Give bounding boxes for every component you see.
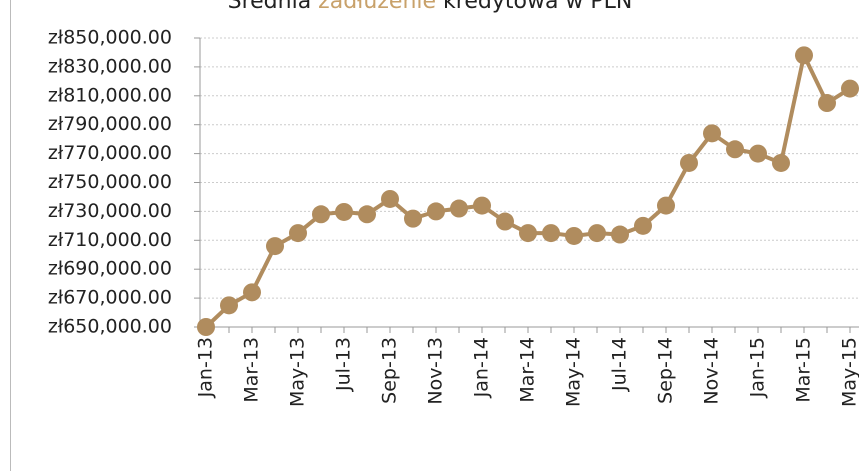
point <box>634 216 652 235</box>
y-tick-label: zł750,000.00 <box>48 171 172 193</box>
point <box>220 296 238 315</box>
x-tick-label: Mar-15 <box>793 337 815 403</box>
point <box>197 318 215 336</box>
x-tick-label: May-15 <box>839 337 859 407</box>
point <box>519 224 537 243</box>
point <box>680 153 698 172</box>
point <box>335 202 353 221</box>
point <box>450 199 468 218</box>
y-tick-label: zł710,000.00 <box>48 229 172 251</box>
chart-title: Średnia zadłużenie kredytowa w PLN <box>228 0 633 14</box>
point <box>404 209 422 228</box>
x-tick-label: May-14 <box>563 337 585 407</box>
point <box>703 124 721 143</box>
y-tick-label: zł670,000.00 <box>48 287 172 309</box>
y-tick-label: zł770,000.00 <box>48 142 172 164</box>
x-tick-label: Jul-14 <box>609 337 631 392</box>
point <box>726 140 744 159</box>
point <box>312 205 330 224</box>
point <box>381 189 399 208</box>
point <box>427 202 445 221</box>
x-tick-label: Mar-13 <box>241 337 263 403</box>
point <box>818 94 836 113</box>
x-tick-label: Jul-13 <box>333 337 355 392</box>
point <box>588 224 606 243</box>
x-tick-label: Sep-13 <box>379 337 401 404</box>
point <box>772 153 790 172</box>
point <box>749 144 767 163</box>
x-tick-label: Jan-15 <box>747 337 769 398</box>
point <box>565 226 583 245</box>
x-tick-label: Nov-14 <box>701 337 723 405</box>
title-part: kredytowa w PLN <box>436 0 632 14</box>
y-tick-label: zł690,000.00 <box>48 258 172 280</box>
point <box>542 224 560 243</box>
x-tick-label: Mar-14 <box>517 337 539 403</box>
point <box>611 225 629 244</box>
y-tick-label: zł830,000.00 <box>48 55 172 77</box>
point <box>266 237 284 256</box>
title-part: zadłużenie <box>318 0 436 14</box>
point <box>841 79 859 98</box>
y-tick-label: zł790,000.00 <box>48 113 172 135</box>
x-tick-label: Jan-14 <box>471 337 493 398</box>
x-tick-label: Jan-13 <box>195 337 217 398</box>
x-tick-label: May-13 <box>287 337 309 407</box>
point <box>496 212 514 231</box>
point <box>795 46 813 65</box>
y-tick-label: zł730,000.00 <box>48 200 172 222</box>
x-tick-label: Nov-13 <box>425 337 447 405</box>
y-tick-label: zł650,000.00 <box>48 316 172 338</box>
point <box>657 196 675 215</box>
y-tick-label: zł850,000.00 <box>48 27 172 49</box>
point <box>473 196 491 215</box>
point <box>358 205 376 224</box>
title-part: Średnia <box>228 0 319 14</box>
point <box>243 283 261 302</box>
point <box>289 224 307 243</box>
x-tick-label: Sep-14 <box>655 337 677 404</box>
y-tick-label: zł810,000.00 <box>48 84 172 106</box>
